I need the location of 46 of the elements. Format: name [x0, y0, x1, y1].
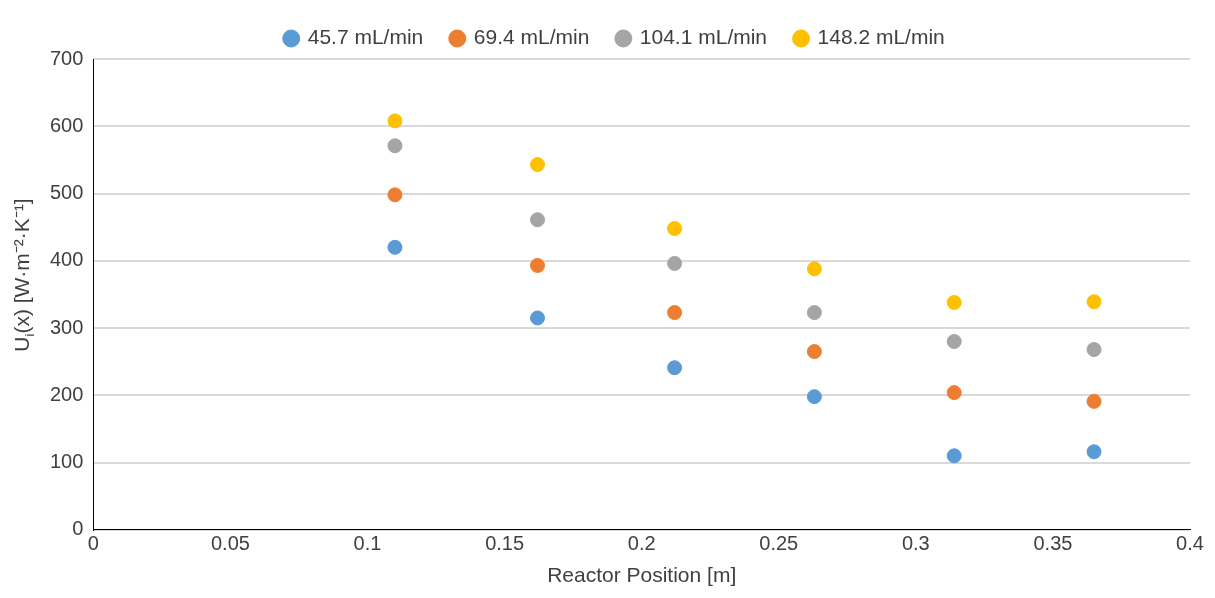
point	[387, 239, 403, 255]
point	[1086, 342, 1102, 358]
point	[667, 360, 683, 376]
point	[667, 255, 683, 271]
point	[387, 138, 403, 154]
point	[530, 212, 546, 228]
point	[1086, 294, 1102, 310]
legend-label: 148.2 mL/min	[817, 25, 945, 49]
x-tick-label: 0.15	[485, 532, 525, 555]
point	[387, 113, 403, 129]
point	[946, 294, 962, 310]
y-tick-label: 700	[49, 46, 84, 69]
y-tick-label: 500	[49, 181, 84, 204]
point	[946, 333, 962, 349]
point	[946, 385, 962, 401]
point	[667, 220, 683, 236]
point	[530, 310, 546, 326]
x-tick-label: 0.05	[210, 532, 250, 555]
point	[806, 305, 822, 321]
point	[946, 448, 962, 464]
point	[1086, 444, 1102, 460]
point	[530, 157, 546, 173]
legend-label: 104.1 mL/min	[639, 25, 768, 49]
point	[387, 187, 403, 203]
x-tick-label: 0.3	[901, 532, 930, 555]
point	[667, 305, 683, 321]
legend-label: 69.4 mL/min	[473, 25, 590, 49]
y-tick-label: 0	[72, 517, 84, 540]
y-tick-label: 400	[49, 248, 84, 271]
x-tick-label: 0.2	[627, 532, 656, 555]
x-tick-label: 0	[87, 532, 99, 555]
y-tick-label: 200	[49, 382, 84, 405]
point	[530, 257, 546, 273]
x-tick-label: 0.4	[1176, 532, 1204, 555]
y-tick-label: 100	[49, 450, 84, 473]
y-tick-label: 300	[49, 315, 84, 338]
x-tick-label: 0.25	[759, 532, 799, 555]
point	[806, 389, 822, 405]
x-axis-title: Reactor Position [m]	[547, 563, 737, 587]
legend-label: 45.7 mL/min	[307, 25, 424, 49]
point	[806, 344, 822, 360]
point	[1086, 393, 1102, 409]
x-tick-label: 0.35	[1033, 532, 1073, 555]
x-tick-label: 0.1	[353, 532, 382, 555]
point	[806, 261, 822, 277]
y-tick-label: 600	[49, 113, 84, 136]
